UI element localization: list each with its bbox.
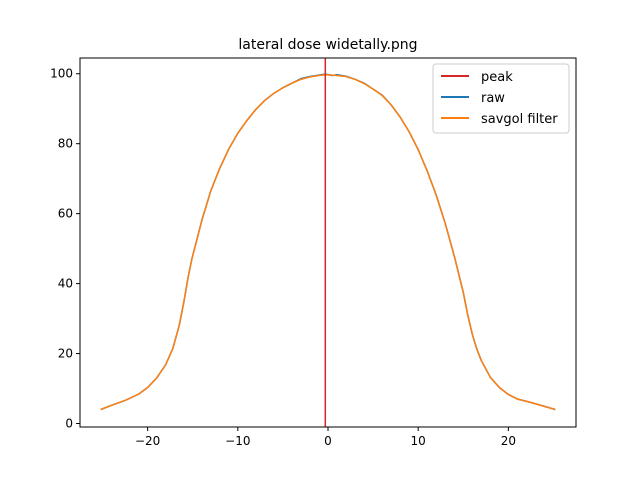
x-axis: −20 −10 0 10 20 bbox=[135, 427, 516, 448]
plot-area bbox=[100, 58, 556, 427]
legend-label-savgol: savgol filter bbox=[481, 112, 558, 127]
y-axis: 0 20 40 60 80 100 bbox=[50, 67, 80, 431]
x-tick-label: −10 bbox=[225, 434, 250, 448]
y-tick-label: 100 bbox=[50, 67, 73, 81]
y-tick-label: 40 bbox=[58, 277, 73, 291]
axes-frame bbox=[79, 57, 577, 428]
legend-box bbox=[432, 63, 570, 134]
y-tick-label: 0 bbox=[65, 417, 73, 431]
x-tick-label: 20 bbox=[501, 434, 516, 448]
x-tick-label: −20 bbox=[135, 434, 160, 448]
x-tick-label: 10 bbox=[411, 434, 426, 448]
legend-label-raw: raw bbox=[481, 91, 505, 106]
legend: peak raw savgol filter bbox=[432, 63, 570, 134]
chart-title: lateral dose widetally.png bbox=[238, 37, 417, 53]
legend-label-peak: peak bbox=[481, 70, 513, 85]
y-tick-label: 60 bbox=[58, 207, 73, 221]
x-tick-label: 0 bbox=[324, 434, 332, 448]
y-tick-label: 80 bbox=[58, 137, 73, 151]
y-tick-label: 20 bbox=[58, 347, 73, 361]
